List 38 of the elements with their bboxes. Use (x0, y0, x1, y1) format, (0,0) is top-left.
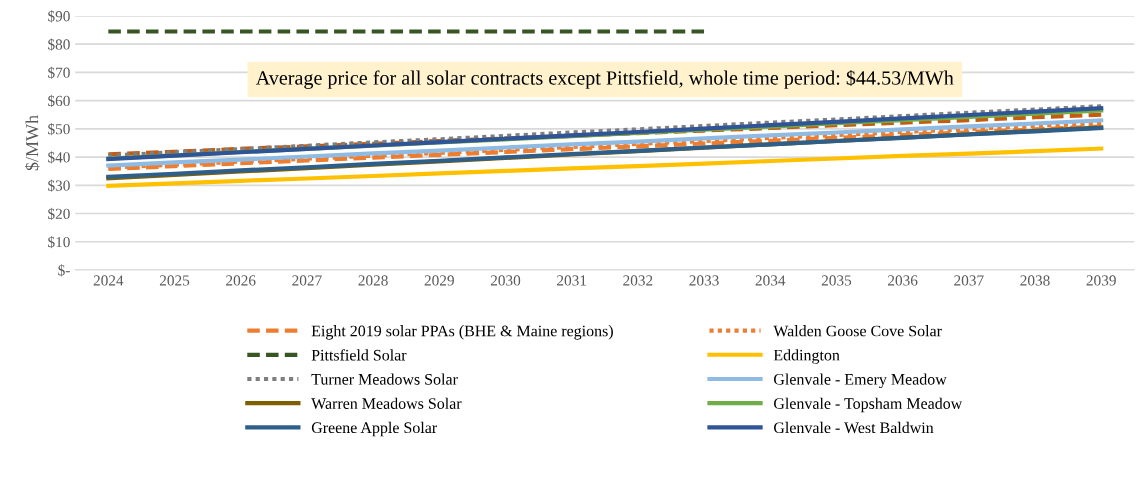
x-tick-label: 2038 (1020, 275, 1050, 286)
x-tick-label: 2036 (888, 275, 918, 286)
legend-label: Walden Goose Cove Solar (773, 325, 942, 337)
y-tick-label: $90 (48, 10, 70, 23)
x-tick-label: 2032 (623, 275, 653, 286)
x-tick-label: 2030 (490, 275, 521, 286)
y-tick-label: $60 (48, 94, 70, 108)
y-tick-label: $30 (48, 179, 70, 192)
x-tick-label: 2028 (358, 275, 388, 286)
y-tick-label: $40 (48, 151, 70, 164)
x-tick-label: 2025 (159, 275, 190, 286)
annotation: Average price for all solar contracts except Pittsfield, whole time period: $44.53/MWh (255, 69, 954, 89)
x-tick-label: 2034 (755, 275, 786, 286)
x-tick-label: 2029 (424, 275, 454, 286)
y-axis-title: $/MWh (24, 115, 40, 171)
x-tick-label: 2024 (93, 275, 124, 286)
x-tick-label: 2027 (292, 275, 322, 286)
x-tick-label: 2039 (1086, 275, 1116, 286)
legend-label: Glenvale - Topsham Meadow (774, 397, 963, 413)
x-tick-label: 2035 (821, 275, 852, 286)
x-tick-label: 2031 (557, 275, 587, 286)
legend-label: Eight 2019 solar PPAs (BHE & Maine regions) (311, 325, 613, 340)
legend-label: Glenvale - West Baldwin (774, 421, 934, 434)
y-tick-label: $50 (48, 123, 70, 136)
y-tick-label: $80 (48, 38, 70, 51)
legend-label: Greene Apple Solar (311, 421, 438, 437)
legend-label: Eddington (773, 349, 840, 364)
x-tick-label: 2026 (226, 275, 256, 286)
legend-label: Glenvale - Emery Meadow (774, 373, 947, 389)
legend-label: Turner Meadows Solar (311, 373, 458, 385)
x-tick-label: 2033 (689, 275, 719, 286)
x-tick-label: 2037 (954, 275, 984, 286)
y-tick-label: $70 (48, 66, 70, 79)
legend-label: Warren Meadows Solar (311, 397, 462, 409)
y-tick-label: $10 (48, 236, 70, 249)
legend-label: Pittsfield Solar (311, 349, 407, 361)
y-tick-label: $20 (48, 207, 70, 221)
y-tick-label: $- (58, 264, 70, 277)
